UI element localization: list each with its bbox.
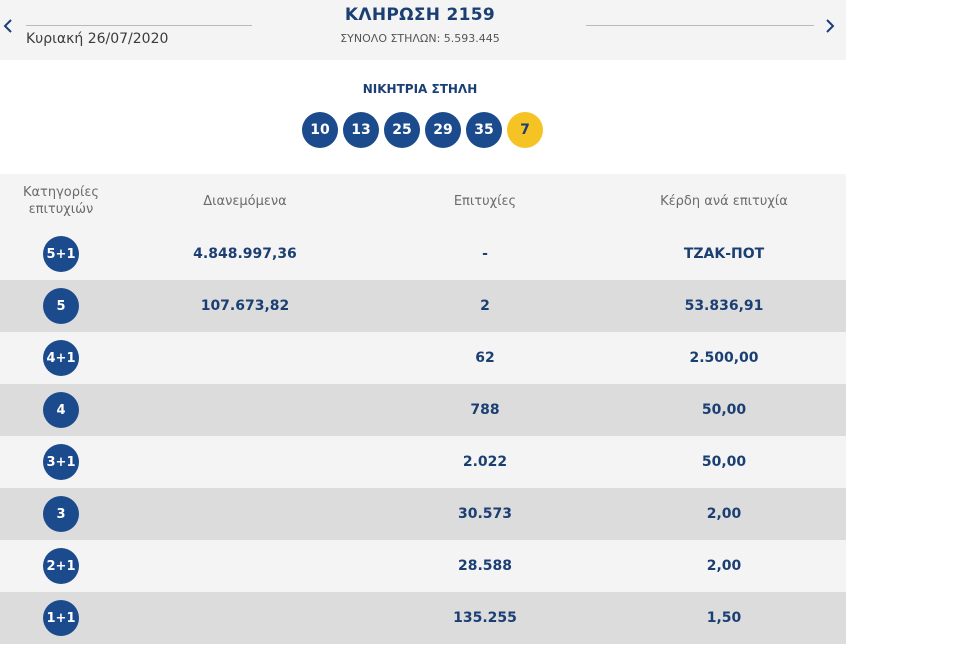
table-row: 5+1 4.848.997,36 - ΤΖΑΚ-ΠΟΤ (0, 228, 846, 280)
prize-per-winner: 50,00 (701, 402, 747, 418)
category-badge: 3+1 (43, 444, 79, 480)
distributed-amount: 107.673,82 (200, 298, 290, 314)
category-badge: 5+1 (43, 236, 79, 272)
draw-results-panel: Κυριακή 26/07/2020 ΚΛΗΡΩΣΗ 2159 ΣΥΝΟΛΟ Σ… (0, 0, 846, 644)
category-badge: 4 (43, 392, 79, 428)
table-row: 2+1 28.588 2,00 (0, 540, 846, 592)
table-row: 4 788 50,00 (0, 384, 846, 436)
previous-draw-button[interactable] (0, 14, 16, 38)
distributed-amount (122, 592, 368, 644)
winning-column-title: ΝΙΚΗΤΡΙΑ ΣΤΗΛΗ (362, 82, 478, 96)
distributed-amount (122, 488, 368, 540)
next-draw-button[interactable] (822, 14, 838, 38)
category-badge: 1+1 (43, 600, 79, 636)
winners-count: 30.573 (457, 506, 513, 522)
winners-count: 135.255 (453, 610, 517, 626)
draw-title: ΚΛΗΡΩΣΗ 2159 (344, 5, 496, 25)
winners-count: 788 (470, 402, 500, 418)
distributed-amount (122, 384, 368, 436)
table-row: 3 30.573 2,00 (0, 488, 846, 540)
prize-per-winner: 50,00 (701, 454, 747, 470)
prize-per-winner: 2,00 (706, 506, 742, 522)
prize-per-winner: 53.836,91 (684, 298, 764, 314)
joker-number-ball: 7 (507, 112, 543, 148)
prize-per-winner: 1,50 (706, 610, 742, 626)
winners-count: - (482, 246, 488, 262)
header-winners: Επιτυχίες (453, 193, 517, 209)
winning-number-ball: 13 (343, 112, 379, 148)
winners-count: 2 (480, 298, 490, 314)
winning-number-ball: 29 (425, 112, 461, 148)
distributed-amount (122, 332, 368, 384)
winners-count: 28.588 (457, 558, 513, 574)
winning-numbers: 10 13 25 29 35 7 (302, 112, 543, 148)
draw-date: Κυριακή 26/07/2020 (26, 31, 169, 47)
table-row: 4+1 62 2.500,00 (0, 332, 846, 384)
draw-header: Κυριακή 26/07/2020 ΚΛΗΡΩΣΗ 2159 ΣΥΝΟΛΟ Σ… (0, 0, 846, 60)
chevron-left-icon (3, 19, 12, 33)
prize-per-winner: 2.500,00 (689, 350, 759, 366)
header-category: Κατηγορίες επιτυχιών (22, 185, 100, 217)
table-row: 5 107.673,82 2 53.836,91 (0, 280, 846, 332)
header-distributed: Διανεμόμενα (203, 193, 287, 209)
winners-count: 2.022 (462, 454, 508, 470)
columns-total: ΣΥΝΟΛΟ ΣΤΗΛΩΝ: 5.593.445 (340, 32, 500, 45)
category-badge: 3 (43, 496, 79, 532)
category-badge: 5 (43, 288, 79, 324)
distributed-amount (122, 540, 368, 592)
distributed-amount: 4.848.997,36 (193, 246, 297, 262)
chevron-right-icon (826, 19, 835, 33)
prize-table-header: Κατηγορίες επιτυχιών Διανεμόμενα Επιτυχί… (0, 174, 846, 228)
category-badge: 4+1 (43, 340, 79, 376)
header-divider-left (26, 25, 252, 26)
table-row: 1+1 135.255 1,50 (0, 592, 846, 644)
winning-number-ball: 35 (466, 112, 502, 148)
prize-per-winner: ΤΖΑΚ-ΠΟΤ (683, 246, 765, 262)
category-badge: 2+1 (43, 548, 79, 584)
distributed-amount (122, 436, 368, 488)
winning-number-ball: 25 (384, 112, 420, 148)
header-divider-right (586, 25, 814, 26)
winners-count: 62 (475, 350, 495, 366)
winning-number-ball: 10 (302, 112, 338, 148)
table-row: 3+1 2.022 50,00 (0, 436, 846, 488)
prize-per-winner: 2,00 (706, 558, 742, 574)
header-prize: Κέρδη ανά επιτυχία (660, 193, 788, 209)
